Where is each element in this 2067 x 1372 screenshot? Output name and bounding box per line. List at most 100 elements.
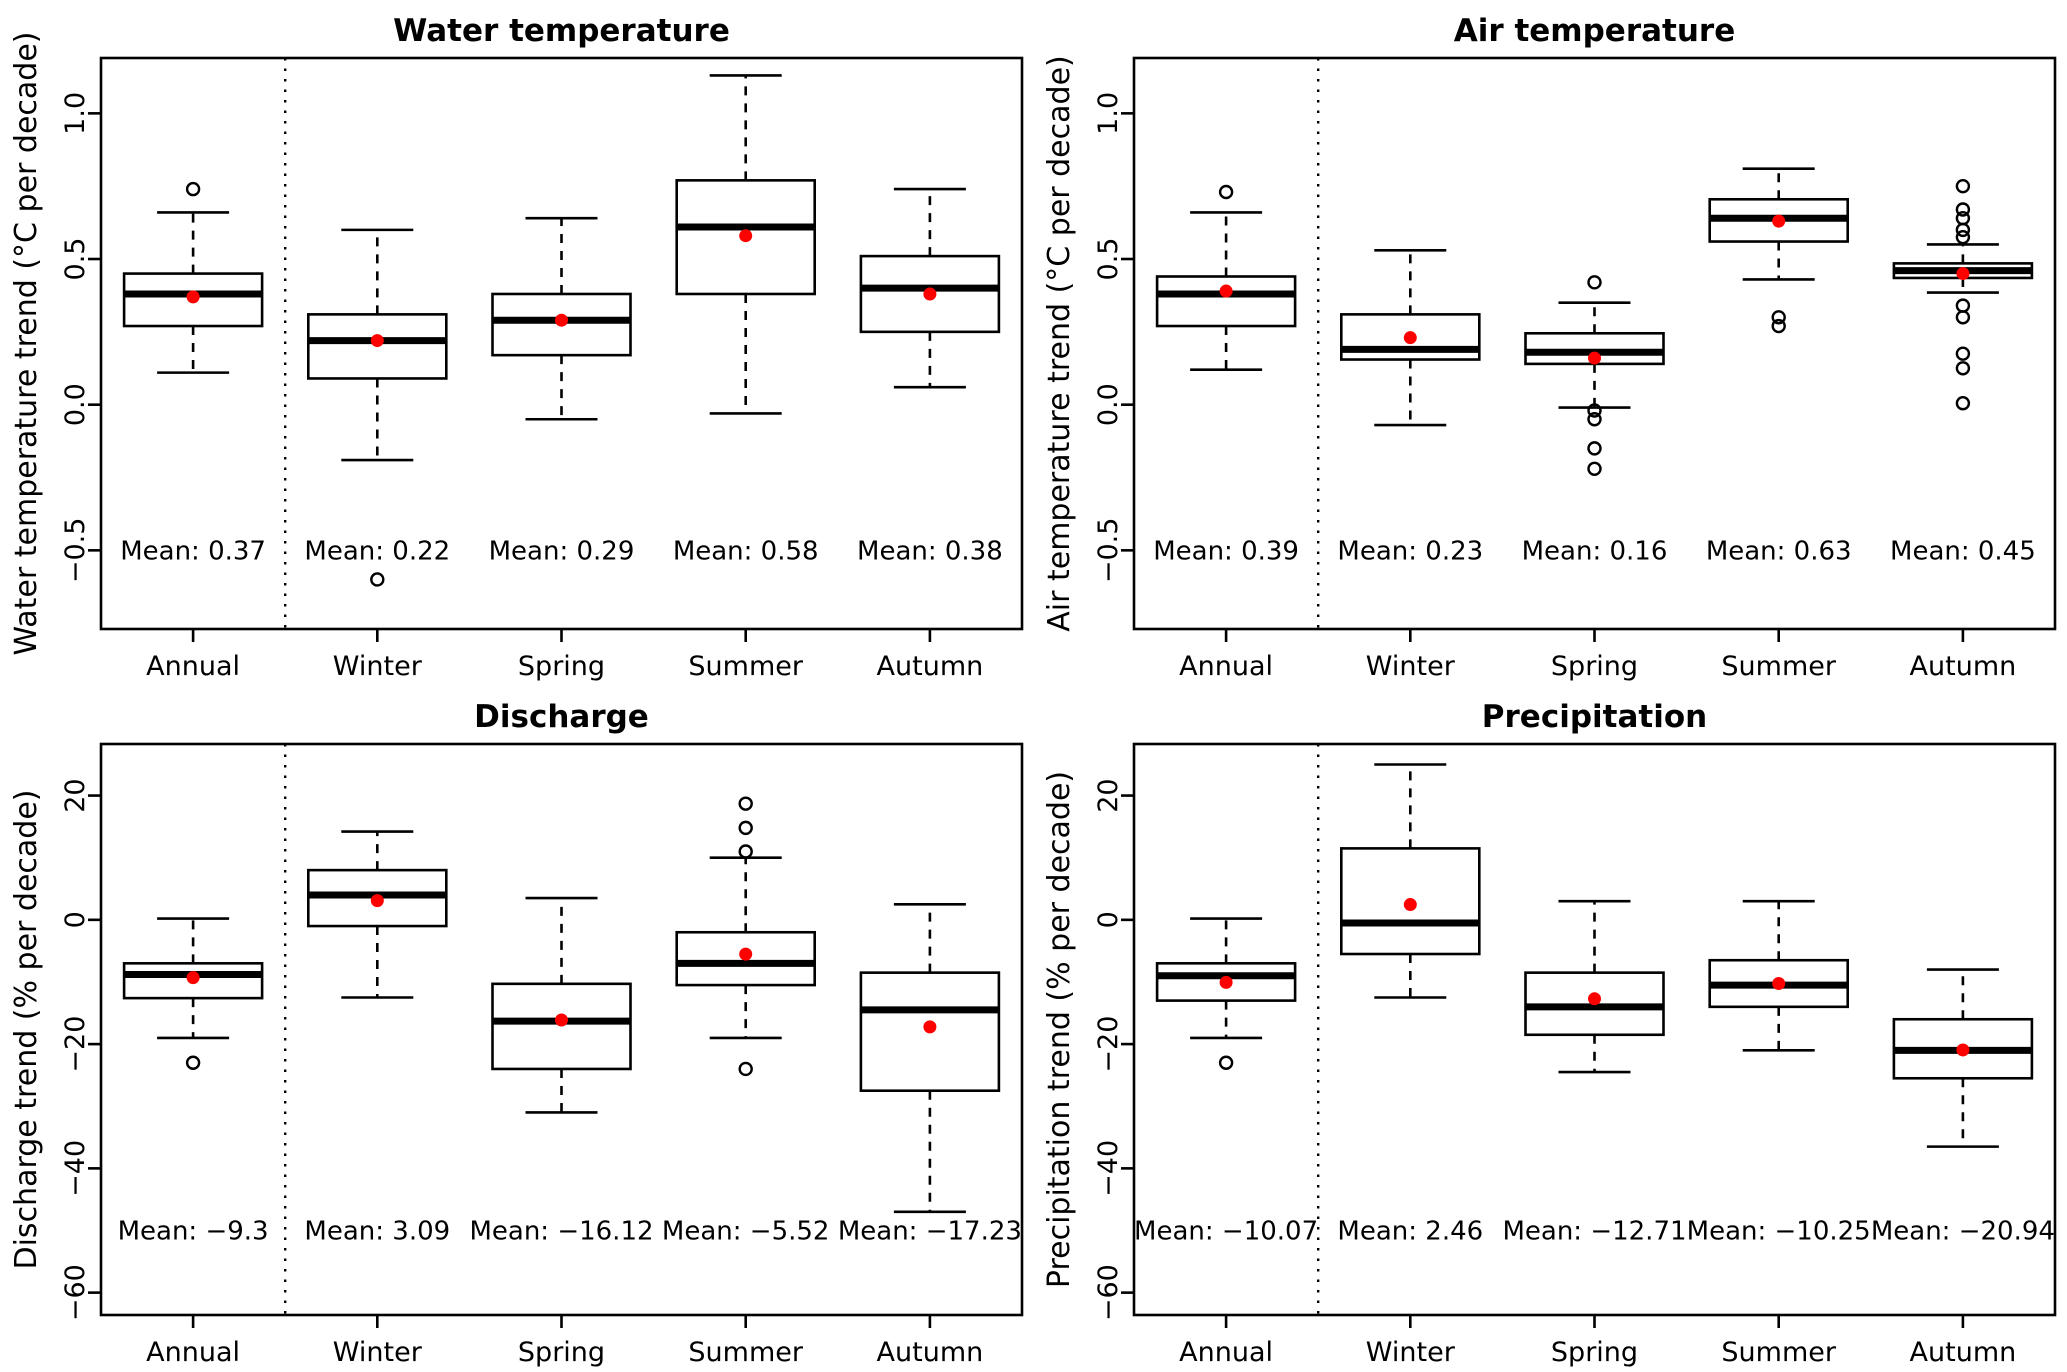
boxplot-winter: Mean: 3.09 bbox=[304, 830, 450, 1246]
y-axis-label: Precipitation trend (% per decade) bbox=[1042, 771, 1077, 1288]
boxplot-summer: Mean: −10.25 bbox=[1687, 899, 1871, 1246]
outlier-point bbox=[738, 844, 753, 859]
mean-label: Mean: 3.09 bbox=[304, 1216, 450, 1246]
outlier-point bbox=[1771, 318, 1786, 334]
panel-precipitation: −60 −40 −20 0 20 Annual Winter Spring Summer Autu… bbox=[1042, 699, 2057, 1368]
mean-dot bbox=[1772, 977, 1786, 991]
x-tick-label: Summer bbox=[1721, 1337, 1836, 1368]
outlier-point bbox=[738, 820, 753, 836]
boxplot-winter: Mean: 0.23 bbox=[1337, 248, 1483, 566]
y-tick-label: 0.5 bbox=[1093, 238, 1124, 281]
outlier-point bbox=[1587, 441, 1602, 456]
y-tick-label: −60 bbox=[60, 1264, 91, 1321]
outlier-point bbox=[1955, 310, 1971, 325]
panel-title: Water temperature bbox=[393, 13, 730, 49]
boxplot-annual: Mean: 0.37 bbox=[120, 181, 266, 566]
outlier-point bbox=[1955, 346, 1971, 361]
x-tick-label: Annual bbox=[146, 651, 240, 682]
x-tick-label: Winter bbox=[1366, 651, 1456, 682]
x-tick-label: Summer bbox=[688, 651, 803, 682]
x-tick-label: Autumn bbox=[877, 1337, 984, 1368]
outlier-point bbox=[738, 1061, 753, 1077]
mean-dot bbox=[1588, 992, 1601, 1006]
mean-label: Mean: 0.45 bbox=[1890, 536, 2036, 566]
mean-label: Mean: 2.46 bbox=[1337, 1216, 1483, 1246]
y-tick-label: −20 bbox=[60, 1016, 91, 1073]
outlier-point bbox=[185, 181, 201, 197]
mean-dot bbox=[1403, 331, 1417, 345]
outlier-point bbox=[1955, 178, 1971, 194]
boxplot-autumn: Mean: −20.94 bbox=[1871, 968, 2055, 1246]
outlier-point bbox=[1587, 275, 1602, 290]
x-tick-label: Winter bbox=[333, 651, 423, 682]
mean-dot bbox=[1956, 1043, 1970, 1057]
boxplot-spring: Mean: −12.71 bbox=[1502, 899, 1687, 1246]
x-tick-label: Autumn bbox=[877, 651, 984, 682]
mean-label: Mean: 0.23 bbox=[1337, 536, 1483, 566]
outlier-point bbox=[1955, 222, 1971, 238]
x-tick-label: Autumn bbox=[1910, 651, 2017, 682]
mean-dot bbox=[555, 313, 568, 327]
x-tick-label: Spring bbox=[1551, 1337, 1638, 1368]
boxplot-spring: Mean: −16.12 bbox=[469, 896, 654, 1246]
mean-dot bbox=[923, 287, 937, 301]
y-tick-label: 0.0 bbox=[1093, 383, 1124, 426]
mean-dot bbox=[1219, 975, 1233, 989]
y-tick-label: 1.0 bbox=[1093, 92, 1124, 135]
x-tick-label: Annual bbox=[1179, 1337, 1273, 1368]
y-axis-label: Discharge trend (% per decade) bbox=[9, 790, 44, 1270]
panel-discharge: −60 −40 −20 0 20 Annual Winter Spring Summer Autu… bbox=[9, 699, 1024, 1368]
y-tick-label: 20 bbox=[60, 778, 91, 812]
y-tick-label: −40 bbox=[1093, 1140, 1124, 1197]
y-tick-label: 0 bbox=[1093, 911, 1124, 928]
y-tick-label: 0.5 bbox=[60, 238, 91, 281]
boxplot-winter: Mean: 2.46 bbox=[1337, 763, 1483, 1246]
boxplot-spring: Mean: 0.16 bbox=[1522, 275, 1668, 566]
outlier-point bbox=[370, 572, 385, 587]
y-tick-label: 1.0 bbox=[60, 92, 91, 135]
mean-dot bbox=[1956, 267, 1970, 281]
mean-dot bbox=[1403, 898, 1417, 912]
panel-title: Air temperature bbox=[1454, 13, 1735, 49]
x-tick-label: Winter bbox=[1366, 1337, 1456, 1368]
mean-label: Mean: −17.23 bbox=[838, 1216, 1022, 1246]
mean-label: Mean: 0.29 bbox=[489, 536, 635, 566]
panel-title: Discharge bbox=[474, 699, 649, 735]
outlier-point bbox=[1955, 202, 1971, 217]
x-tick-label: Spring bbox=[518, 651, 605, 682]
mean-label: Mean: 0.58 bbox=[673, 536, 819, 566]
x-tick-label: Annual bbox=[146, 1337, 240, 1368]
y-tick-label: −60 bbox=[1093, 1264, 1124, 1321]
x-tick-label: Spring bbox=[518, 1337, 605, 1368]
mean-dot bbox=[555, 1013, 568, 1027]
y-tick-label: −40 bbox=[60, 1140, 91, 1197]
mean-label: Mean: 0.38 bbox=[857, 536, 1003, 566]
y-tick-label: −20 bbox=[1093, 1016, 1124, 1073]
iqr-box bbox=[1155, 275, 1297, 328]
mean-label: Mean: 0.22 bbox=[304, 536, 450, 566]
boxplot-spring: Mean: 0.29 bbox=[489, 216, 635, 566]
mean-label: Mean: −5.52 bbox=[662, 1216, 830, 1246]
y-axis-label: Water temperature trend (°C per decade) bbox=[9, 32, 44, 656]
boxplot-summer: Mean: 0.58 bbox=[673, 74, 819, 566]
mean-label: Mean: 0.16 bbox=[1522, 536, 1668, 566]
x-tick-label: Autumn bbox=[1910, 1337, 2017, 1368]
boxplot-autumn: Mean: 0.38 bbox=[857, 187, 1003, 566]
mean-label: Mean: −12.71 bbox=[1502, 1216, 1686, 1246]
outlier-point bbox=[185, 1055, 201, 1070]
outlier-point bbox=[1587, 461, 1602, 476]
mean-label: Mean: 0.63 bbox=[1706, 536, 1852, 566]
y-tick-label: 20 bbox=[1093, 778, 1124, 812]
y-tick-label: −0.5 bbox=[1093, 518, 1124, 584]
outlier-point bbox=[1218, 184, 1234, 200]
iqr-box bbox=[122, 272, 264, 328]
outlier-point bbox=[1587, 412, 1602, 427]
iqr-box bbox=[675, 930, 817, 987]
panel-water-temperature: −0.5 0.0 0.5 1.0 Annual Winter Spring Summer Aut… bbox=[9, 13, 1024, 682]
boxplot-autumn: Mean: 0.45 bbox=[1890, 178, 2036, 566]
outlier-point bbox=[1955, 361, 1971, 376]
mean-dot bbox=[186, 290, 200, 304]
outlier-point bbox=[1771, 310, 1786, 325]
boxplot-autumn: Mean: −17.23 bbox=[838, 903, 1022, 1246]
